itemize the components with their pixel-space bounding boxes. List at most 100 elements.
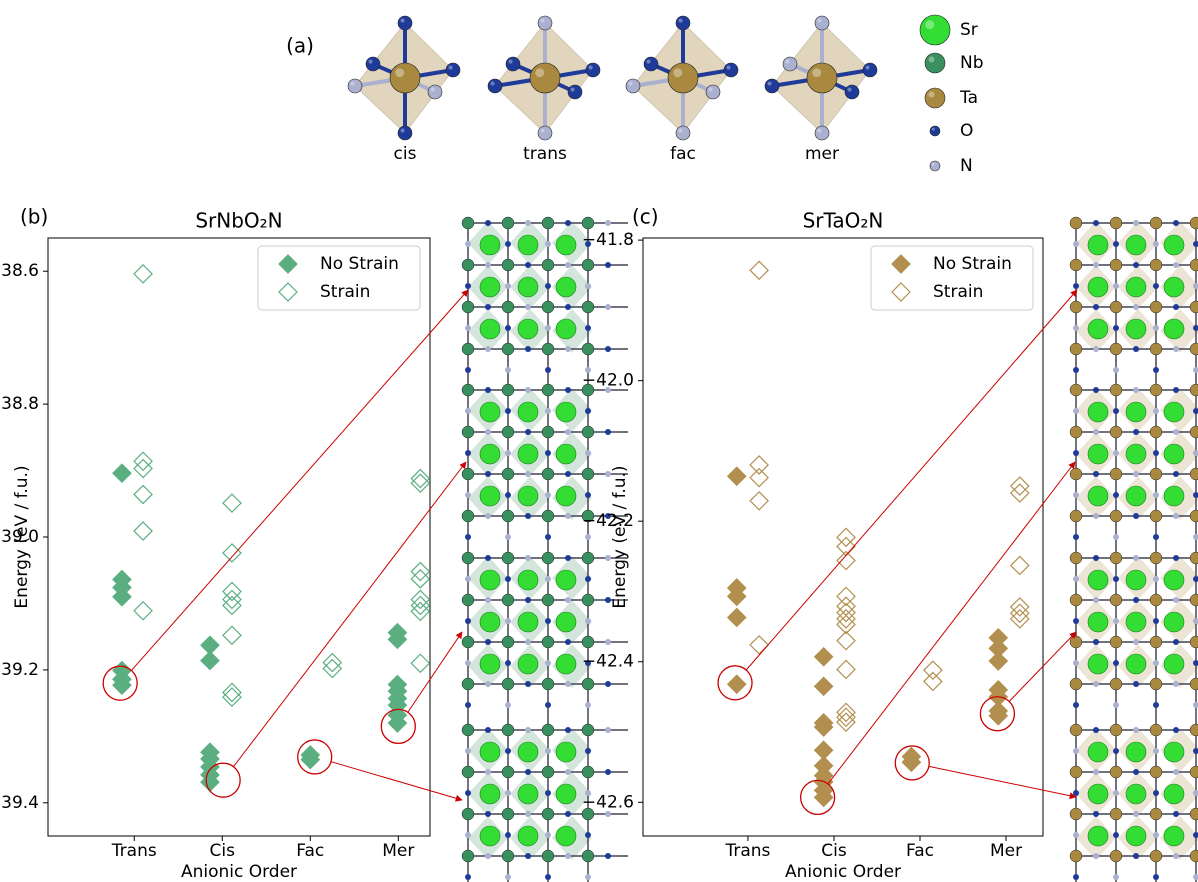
sr-atom: [1088, 486, 1108, 506]
anion-atom: [1113, 283, 1119, 289]
plot-frame: [48, 238, 430, 836]
anion-atom: [1113, 408, 1119, 414]
anion-atom: [485, 769, 491, 775]
sr-atom: [480, 444, 500, 464]
y-tick-label: −38.8: [0, 394, 39, 414]
ligand-atom: [783, 57, 797, 71]
sr-atom: [1164, 654, 1184, 674]
anion-atom: [465, 283, 471, 289]
metal-atom: [462, 217, 474, 229]
anion-atom: [1173, 811, 1179, 817]
metal-atom: [1190, 724, 1198, 736]
metal-atom: [582, 766, 594, 778]
anion-atom: [485, 387, 491, 393]
anion-atom: [585, 748, 591, 754]
anion-atom: [465, 241, 471, 247]
anion-atom: [565, 387, 571, 393]
metal-atom: [1110, 384, 1122, 396]
anion-atom: [545, 325, 551, 331]
octahedron-label: cis: [394, 144, 417, 164]
metal-atom: [1110, 426, 1122, 438]
crystal-structure: [462, 552, 628, 726]
ligand-atom: [398, 16, 412, 30]
anion-atom: [525, 346, 531, 352]
metal-atom: [462, 384, 474, 396]
metal-atom: [502, 766, 514, 778]
sr-atom: [1088, 235, 1108, 255]
anion-atom: [1073, 790, 1079, 796]
metal-atom: [462, 343, 474, 355]
data-point: [837, 708, 855, 726]
metal-atom: [582, 552, 594, 564]
anion-atom: [1073, 748, 1079, 754]
data-point: [815, 648, 833, 666]
anion-atom: [505, 325, 511, 331]
sr-atom: [556, 826, 576, 846]
data-point: [1011, 556, 1029, 574]
sr-atom: [1088, 612, 1108, 632]
x-tick-label: Trans: [111, 841, 157, 861]
atom-shine: [932, 128, 935, 131]
metal-atom: [502, 552, 514, 564]
anion-atom: [525, 387, 531, 393]
metal-atom: [502, 724, 514, 736]
sr-atom: [1088, 826, 1108, 846]
anion-atom: [1073, 283, 1079, 289]
anion-atom: [1133, 681, 1139, 687]
anion-atom: [1113, 874, 1119, 880]
ligand-atom: [644, 57, 658, 71]
sr-atom: [518, 742, 538, 762]
anion-atom: [545, 618, 551, 624]
anion-atom: [505, 283, 511, 289]
metal-atom: [462, 678, 474, 690]
ligand-atom: [845, 85, 859, 99]
metal-atom: [502, 594, 514, 606]
atom-shine: [646, 59, 650, 63]
anion-atom: [1073, 832, 1079, 838]
data-point: [223, 494, 241, 512]
anion-atom: [1173, 304, 1179, 310]
sr-atom: [480, 784, 500, 804]
anion-atom: [1153, 748, 1159, 754]
anion-atom: [1093, 853, 1099, 859]
anion-atom: [465, 874, 471, 880]
metal-atom: [1150, 343, 1162, 355]
anion-atom: [1173, 681, 1179, 687]
metal-atom: [542, 636, 554, 648]
anion-atom: [485, 681, 491, 687]
data-point: [750, 261, 768, 279]
atom-shine: [535, 68, 544, 77]
anion-atom: [605, 853, 611, 859]
anion-atom: [565, 769, 571, 775]
octahedron-label: fac: [670, 144, 696, 164]
metal-atom: [1070, 510, 1082, 522]
sr-atom: [518, 612, 538, 632]
metal-atom: [1110, 301, 1122, 313]
anion-atom: [1073, 450, 1079, 456]
metal-atom: [1190, 766, 1198, 778]
anion-atom: [585, 325, 591, 331]
anion-atom: [485, 555, 491, 561]
x-tick-label: Mer: [990, 841, 1022, 861]
anion-atom: [545, 660, 551, 666]
sr-atom: [1088, 444, 1108, 464]
anion-atom: [1133, 262, 1139, 268]
y-tick-label: −42.2: [582, 511, 634, 531]
legend-label: No Strain: [320, 254, 399, 274]
data-point: [411, 474, 429, 492]
metal-atom: [462, 259, 474, 271]
atom-shine: [540, 128, 544, 132]
data-point: [728, 608, 746, 626]
ligand-atom: [724, 63, 738, 77]
anion-atom: [1073, 702, 1079, 708]
anion-atom: [525, 597, 531, 603]
data-point: [411, 596, 429, 614]
metal-atom: [1110, 636, 1122, 648]
anion-atom: [1153, 618, 1159, 624]
metal-atom: [1150, 552, 1162, 564]
metal-atom: [582, 301, 594, 313]
atom-shine: [448, 65, 452, 69]
legend-label: Strain: [933, 282, 983, 302]
anion-atom: [1073, 874, 1079, 880]
anion-atom: [465, 660, 471, 666]
